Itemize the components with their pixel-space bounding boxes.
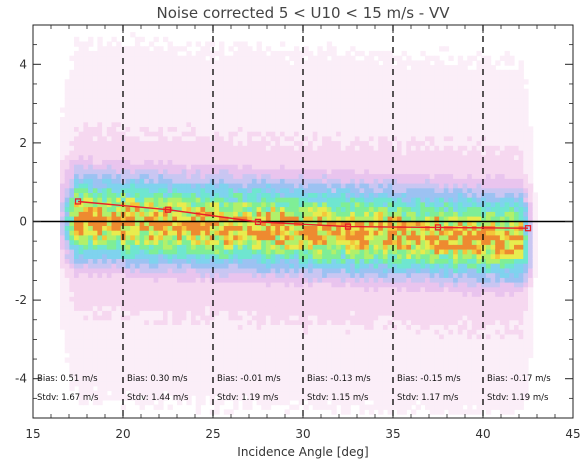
bias-annotation: Bias: -0.15 m/s (397, 374, 461, 384)
data-point (74, 198, 82, 205)
x-tick-label: 35 (385, 427, 400, 441)
chart-title: Noise corrected 5 < U10 < 15 m/s - VV (156, 4, 450, 22)
data-point (524, 225, 532, 232)
y-tick-label: 4 (19, 57, 27, 71)
bias-annotation: Bias: -0.01 m/s (217, 374, 281, 384)
data-point (164, 206, 172, 213)
y-tick-label: 0 (19, 215, 27, 229)
data-point (434, 224, 442, 231)
stdv-annotation: Stdv: 1.44 m/s (127, 393, 189, 403)
x-tick-label: 15 (25, 427, 40, 441)
x-tick-label: 40 (475, 427, 490, 441)
x-tick-label: 45 (565, 427, 580, 441)
bias-annotation: Bias: -0.17 m/s (487, 374, 551, 384)
series-line (77, 200, 529, 229)
x-tick-label: 20 (115, 427, 130, 441)
bias-annotation: Bias: 0.51 m/s (37, 374, 98, 384)
stdv-annotation: Stdv: 1.19 m/s (487, 393, 549, 403)
stdv-annotation: Stdv: 1.15 m/s (307, 393, 369, 403)
data-point (344, 223, 352, 230)
bias-series (74, 198, 532, 232)
stdv-annotation: Stdv: 1.19 m/s (217, 393, 279, 403)
stdv-annotation: Stdv: 1.17 m/s (397, 393, 459, 403)
y-tick-label: -2 (15, 293, 27, 307)
bias-annotation: Bias: 0.30 m/s (127, 374, 188, 384)
axes: 15 20 25 30 35 40 45 -4 -2 0 2 4 (15, 24, 581, 441)
x-axis-label: Incidence Angle [deg] (237, 445, 368, 459)
data-point (254, 218, 262, 226)
bias-annotation: Bias: -0.13 m/s (307, 374, 371, 384)
y-tick-label: 2 (19, 136, 27, 150)
y-tick-label: -4 (15, 372, 27, 386)
density-map (60, 32, 538, 415)
x-tick-label: 25 (205, 427, 220, 441)
bin-annotations: Bias: 0.51 m/s Stdv: 1.67 m/s Bias: 0.30 m… (37, 374, 551, 403)
x-tick-label: 30 (295, 427, 310, 441)
stdv-annotation: Stdv: 1.67 m/s (37, 393, 99, 403)
